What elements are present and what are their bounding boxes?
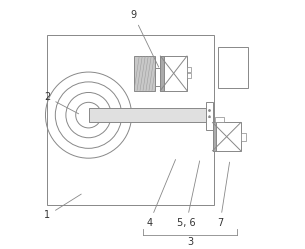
Bar [160,56,187,90]
Bar [187,67,191,72]
Bar [213,123,241,151]
Bar [160,56,164,90]
Bar [214,117,224,123]
Text: 7: 7 [217,162,230,228]
Bar [88,108,213,122]
Text: 5, 6: 5, 6 [177,161,200,228]
Text: 4: 4 [146,160,176,228]
Text: 1: 1 [44,194,81,220]
Text: 9: 9 [130,10,159,67]
Bar [213,123,216,151]
Text: 3: 3 [187,237,193,247]
Bar [155,68,160,86]
Bar [218,48,249,88]
Bar [134,56,155,90]
Text: 2: 2 [44,92,79,114]
Bar [187,73,191,78]
Bar [47,35,214,205]
Bar [241,133,246,141]
Bar [206,102,213,130]
